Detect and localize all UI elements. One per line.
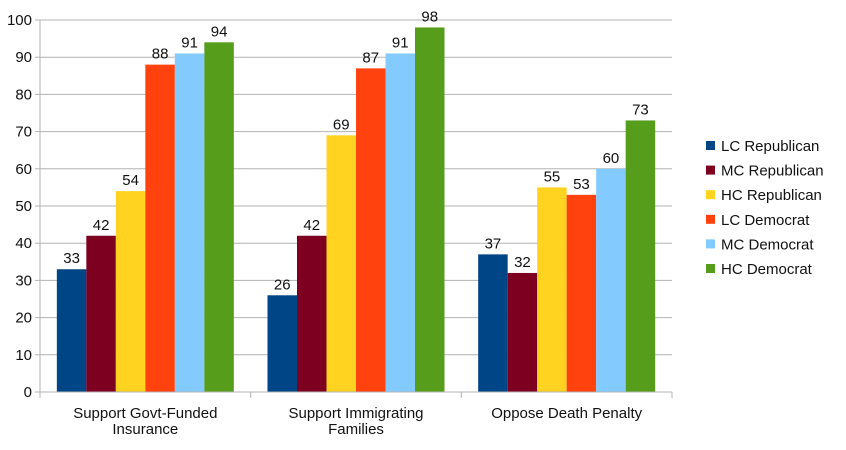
bar bbox=[478, 254, 508, 392]
y-tick-label: 10 bbox=[15, 347, 32, 364]
x-tick-label: Families bbox=[328, 421, 384, 438]
y-tick-label: 50 bbox=[15, 198, 32, 215]
legend-swatch bbox=[706, 165, 715, 175]
bars bbox=[56, 27, 656, 393]
bar bbox=[56, 269, 87, 392]
x-tick-label: Support Govt-Funded bbox=[73, 405, 217, 422]
bar bbox=[537, 187, 567, 392]
y-tick-label: 20 bbox=[15, 310, 32, 327]
bar bbox=[204, 42, 234, 392]
data-label: 94 bbox=[211, 23, 228, 40]
data-label: 88 bbox=[152, 46, 169, 63]
bar bbox=[415, 27, 445, 392]
data-label: 42 bbox=[303, 217, 320, 234]
bar bbox=[86, 235, 116, 392]
data-label: 53 bbox=[573, 176, 590, 193]
bar bbox=[326, 135, 356, 392]
axes: 0 10 20 30 40 50 60 70 80 90 100 Support Govt-Funde… bbox=[7, 12, 673, 438]
data-label: 98 bbox=[421, 8, 438, 25]
data-label: 37 bbox=[485, 235, 502, 252]
legend-label: MC Republican bbox=[721, 163, 824, 180]
bar bbox=[174, 53, 205, 392]
data-label: 60 bbox=[603, 150, 620, 167]
y-tick-label: 70 bbox=[15, 124, 32, 141]
y-tick-label: 0 bbox=[24, 384, 32, 401]
y-tick-label: 60 bbox=[15, 161, 32, 178]
x-tick-label: Insurance bbox=[112, 421, 178, 438]
bar bbox=[596, 168, 626, 392]
bar bbox=[507, 272, 538, 392]
legend-label: HC Republican bbox=[721, 187, 822, 204]
data-label: 73 bbox=[632, 101, 649, 118]
y-tick-label: 30 bbox=[15, 272, 32, 289]
legend-swatch bbox=[706, 190, 715, 200]
legend: LC Republican MC Republican HC Republican L… bbox=[706, 138, 824, 278]
y-tick-label: 40 bbox=[15, 235, 32, 252]
data-label: 26 bbox=[274, 276, 291, 293]
x-tick-label: Support Immigrating bbox=[288, 405, 423, 422]
legend-label: MC Democrat bbox=[721, 236, 814, 253]
data-labels: 33 42 54 88 91 94 26 42 69 87 91 98 37 32 55 53 60 73 bbox=[63, 8, 649, 293]
legend-label: LC Republican bbox=[721, 138, 819, 155]
y-tick-label: 100 bbox=[7, 12, 32, 29]
data-label: 54 bbox=[122, 172, 139, 189]
legend-swatch bbox=[706, 264, 715, 273]
data-label: 91 bbox=[181, 34, 198, 51]
data-label: 69 bbox=[333, 116, 350, 133]
legend-label: LC Democrat bbox=[721, 212, 810, 229]
y-tick-label: 80 bbox=[15, 86, 32, 103]
data-label: 91 bbox=[392, 34, 409, 51]
legend-swatch bbox=[706, 214, 715, 224]
legend-swatch bbox=[706, 239, 715, 249]
bar bbox=[145, 64, 175, 392]
bar bbox=[385, 53, 415, 392]
bar bbox=[115, 191, 146, 392]
data-label: 32 bbox=[514, 254, 531, 271]
bar bbox=[356, 68, 386, 393]
bar bbox=[625, 120, 656, 392]
data-label: 33 bbox=[63, 250, 80, 267]
y-tick-label: 90 bbox=[15, 49, 32, 66]
bar bbox=[297, 235, 327, 392]
legend-label: HC Democrat bbox=[721, 261, 813, 278]
legend-swatch bbox=[706, 141, 715, 150]
bar bbox=[566, 194, 597, 392]
data-label: 55 bbox=[544, 168, 561, 185]
x-tick-label: Oppose Death Penalty bbox=[491, 405, 642, 422]
data-label: 42 bbox=[93, 217, 110, 234]
data-label: 87 bbox=[362, 49, 379, 66]
bar bbox=[267, 295, 297, 392]
